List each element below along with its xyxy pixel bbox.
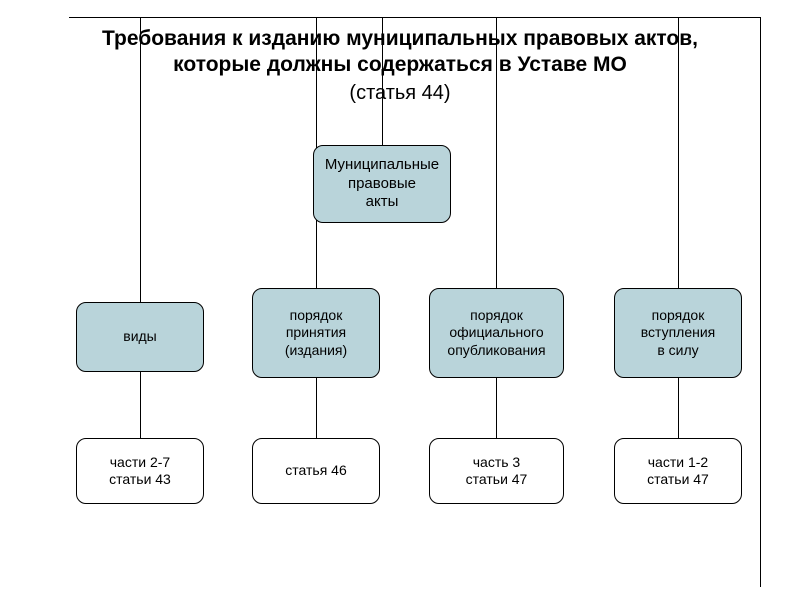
node-article-47-part3-line1: часть 3 (466, 454, 528, 472)
diagram-subtitle: (статья 44) (0, 82, 800, 105)
node-types-label: виды (123, 328, 157, 346)
node-root: Муниципальные правовые акты (313, 145, 451, 223)
node-publication-line1: порядок (447, 307, 545, 325)
node-publication-line3: опубликования (447, 342, 545, 360)
node-effective-procedure: порядок вступления в силу (614, 288, 742, 378)
connector-col2-mid (316, 378, 317, 438)
node-adoption-line1: порядок (285, 307, 347, 325)
node-article-47-parts12-line1: части 1-2 (647, 454, 709, 472)
node-publication-procedure: порядок официального опубликования (429, 288, 564, 378)
node-adoption-line3: (издания) (285, 342, 347, 360)
connector-col4-mid (678, 378, 679, 438)
node-adoption-line2: принятия (285, 324, 347, 342)
top-rule (69, 17, 761, 18)
node-adoption-procedure: порядок принятия (издания) (252, 288, 380, 378)
node-article-43: части 2-7 статьи 43 (76, 438, 204, 504)
node-types: виды (76, 302, 204, 372)
diagram-title: Требования к изданию муниципальных право… (60, 26, 740, 79)
connector-col3-mid (496, 378, 497, 438)
node-publication-line2: официального (447, 324, 545, 342)
node-article-43-line2: статьи 43 (109, 471, 171, 489)
node-article-46: статья 46 (252, 438, 380, 504)
node-root-line3: акты (325, 193, 439, 212)
node-article-47-parts12: части 1-2 статьи 47 (614, 438, 742, 504)
node-article-46-line1: статья 46 (285, 462, 346, 480)
node-effective-line2: вступления (641, 324, 716, 342)
node-effective-line1: порядок (641, 307, 716, 325)
node-root-line2: правовые (325, 175, 439, 194)
node-article-47-part3: часть 3 статьи 47 (429, 438, 564, 504)
node-effective-line3: в силу (641, 342, 716, 360)
node-root-line1: Муниципальные (325, 156, 439, 175)
node-article-47-part3-line2: статьи 47 (466, 471, 528, 489)
connector-col1-mid (140, 372, 141, 438)
node-article-43-line1: части 2-7 (109, 454, 171, 472)
node-article-47-parts12-line2: статьи 47 (647, 471, 709, 489)
